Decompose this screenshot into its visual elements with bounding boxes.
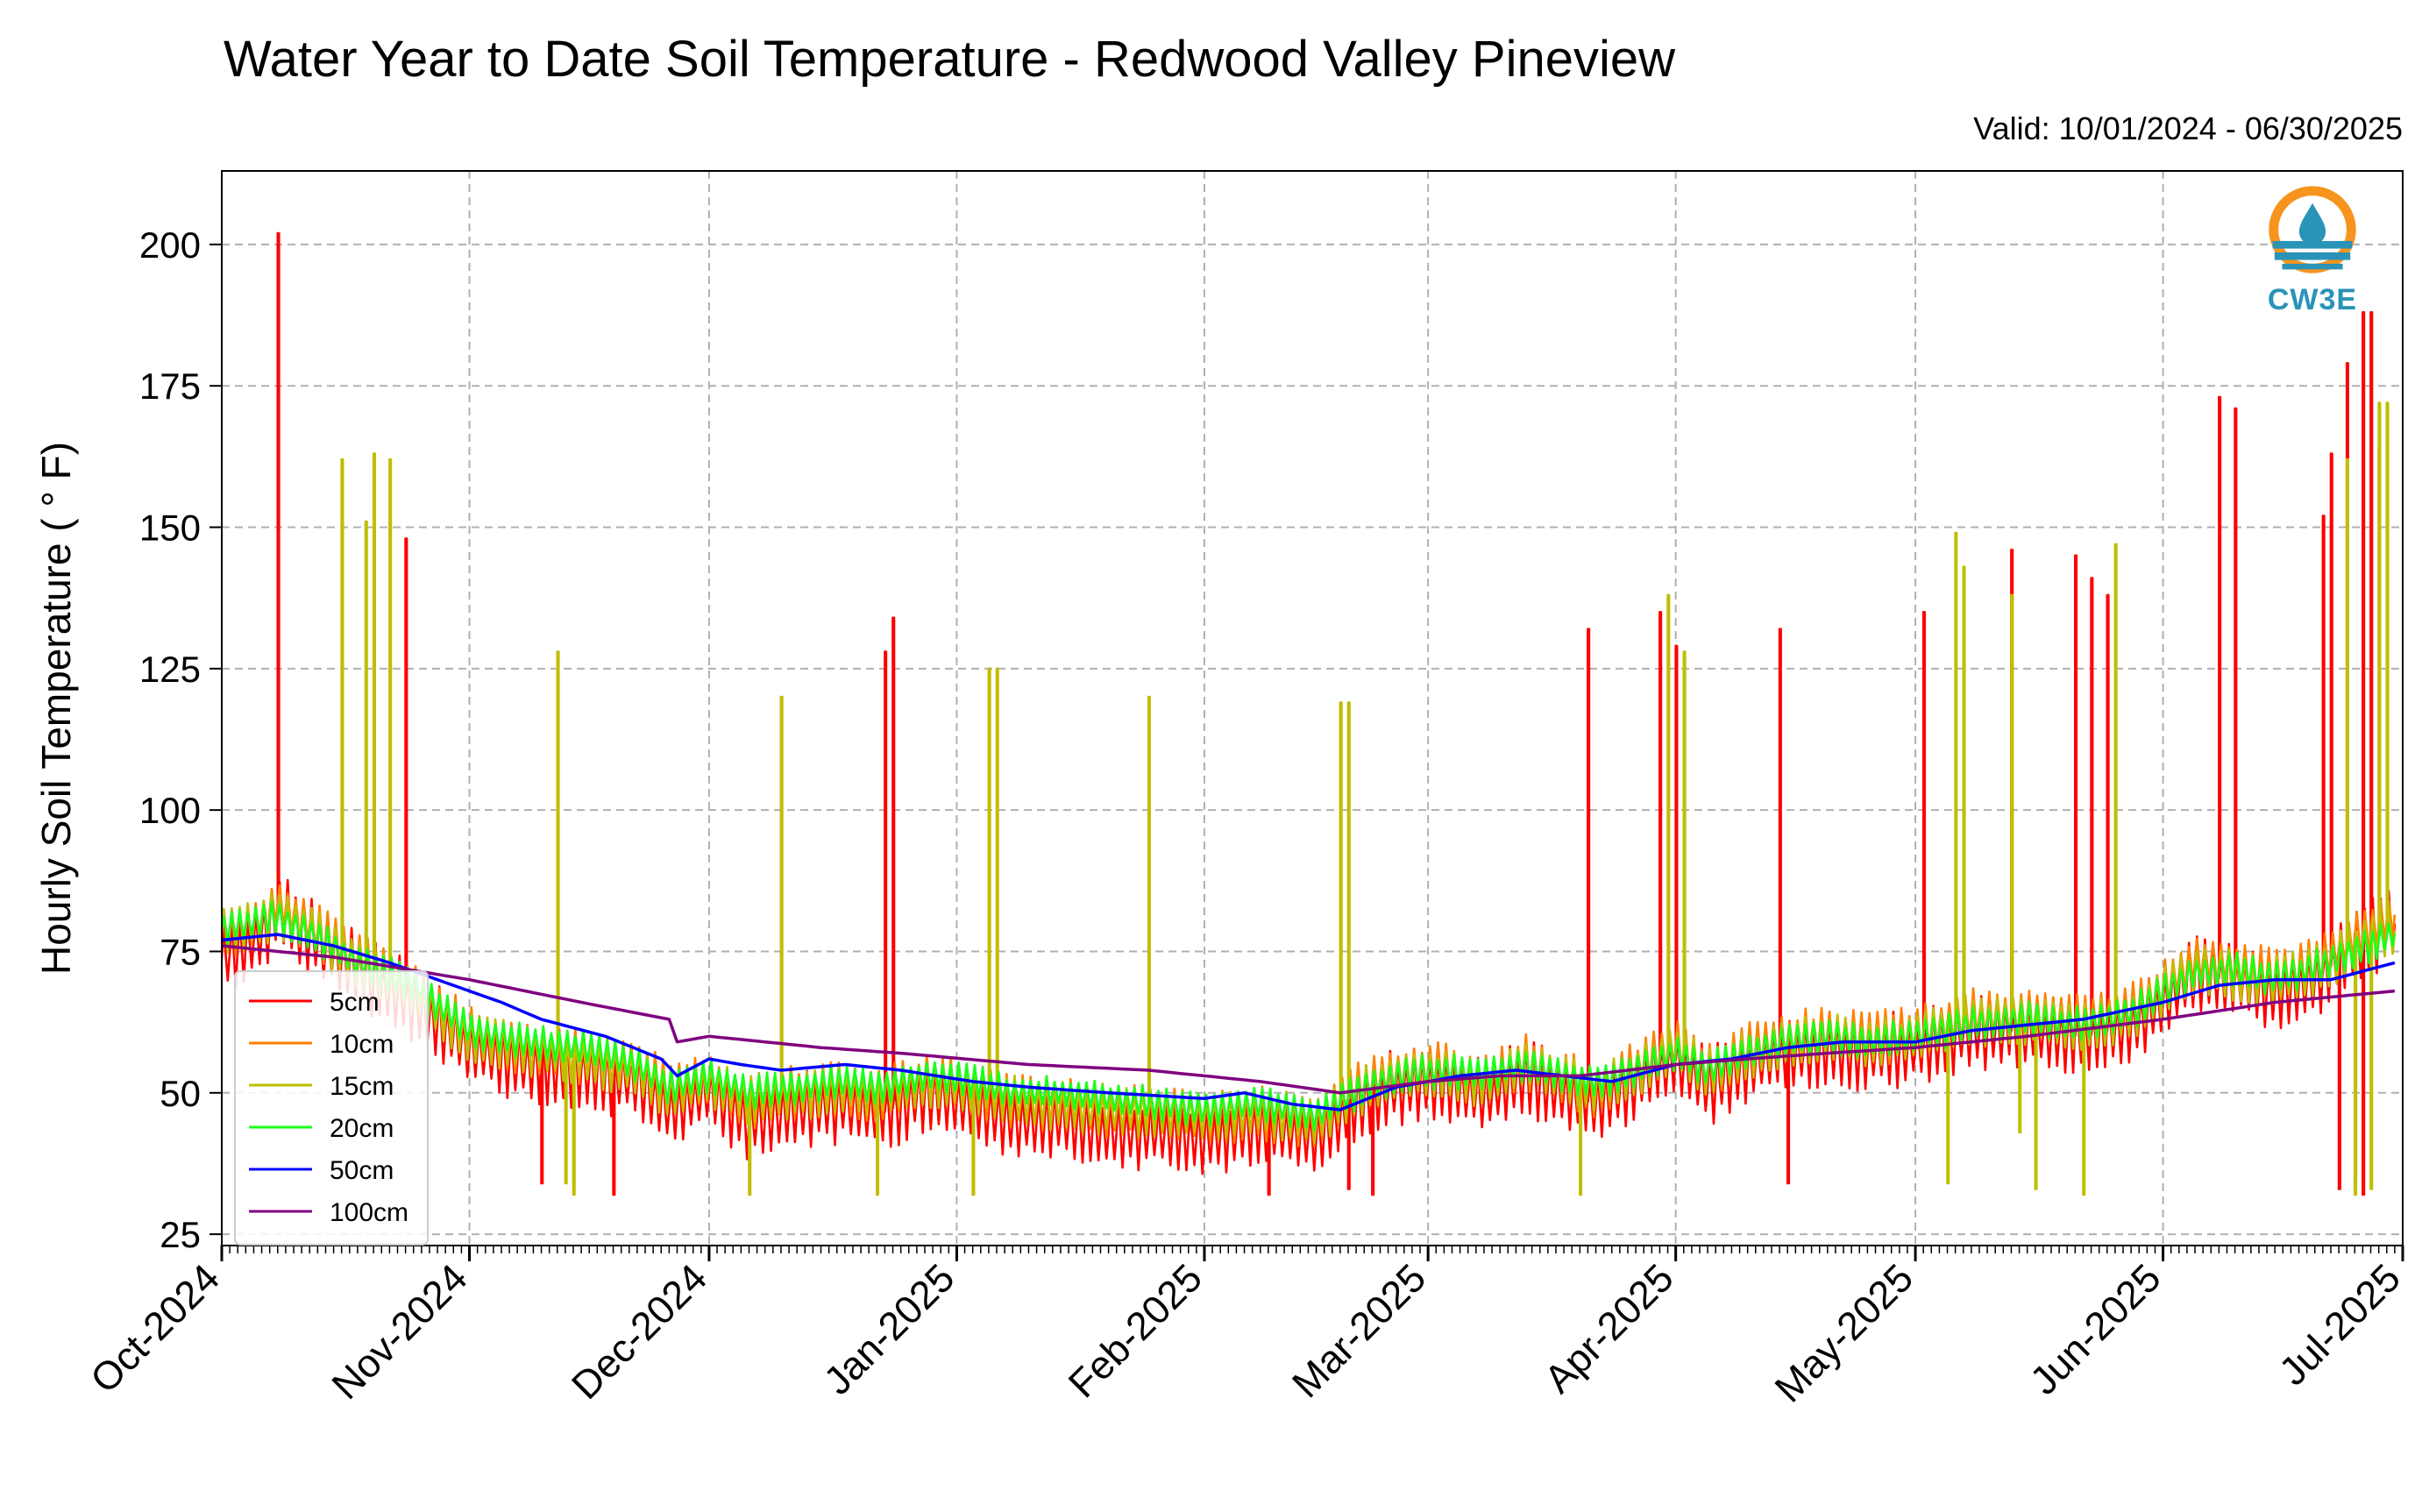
valid-date-range: Valid: 10/01/2024 - 06/30/2025 bbox=[1973, 110, 2403, 146]
x-tick-label: May-2025 bbox=[1766, 1255, 1922, 1411]
x-tick-label: Jul-2025 bbox=[2270, 1255, 2409, 1394]
chart-title: Water Year to Date Soil Temperature - Re… bbox=[224, 31, 1676, 88]
y-tick-label: 200 bbox=[139, 224, 201, 266]
x-tick-label: Nov-2024 bbox=[323, 1255, 476, 1408]
series-line-100cm bbox=[222, 944, 2396, 1095]
legend-label: 15cm bbox=[330, 1072, 394, 1101]
y-tick-label: 25 bbox=[160, 1214, 201, 1255]
y-tick-label: 125 bbox=[139, 649, 201, 690]
x-tick-label: Oct-2024 bbox=[82, 1255, 228, 1402]
cw3e-water-drop-logo-icon bbox=[2269, 186, 2356, 273]
legend-box bbox=[234, 970, 429, 1246]
y-axis-label: Hourly Soil Temperature ( ° F) bbox=[33, 442, 79, 975]
legend-label: 10cm bbox=[330, 1030, 394, 1059]
series-lines bbox=[222, 231, 2397, 1196]
series-line-20cm bbox=[222, 900, 2397, 1132]
x-tick-label: Mar-2025 bbox=[1283, 1255, 1434, 1406]
legend: 5cm 10cm 15cm 20cm 50cm 100cm bbox=[234, 970, 429, 1246]
cw3e-logo: CW3E bbox=[2260, 182, 2365, 317]
x-tick-label: Apr-2025 bbox=[1536, 1255, 1682, 1402]
x-tick-label: Dec-2024 bbox=[563, 1255, 715, 1408]
x-tick-label: Jun-2025 bbox=[2021, 1255, 2170, 1403]
y-tick-label: 175 bbox=[139, 366, 201, 407]
legend-label: 20cm bbox=[330, 1114, 394, 1143]
plot-frame bbox=[221, 170, 2404, 1246]
x-tick-label: Jan-2025 bbox=[815, 1255, 963, 1403]
y-tick-label: 50 bbox=[160, 1073, 201, 1114]
axis-ticks: 25 50 75 100 125 150 175 200 Oct-2024 Nov-2024 Dec… bbox=[82, 224, 2409, 1411]
x-tick-label: Feb-2025 bbox=[1060, 1255, 1211, 1406]
logo-text: CW3E bbox=[2267, 283, 2358, 316]
series-line-50cm bbox=[222, 933, 2396, 1111]
legend-label: 50cm bbox=[330, 1156, 394, 1185]
series-line-15cm bbox=[222, 401, 2397, 1196]
legend-label: 5cm bbox=[330, 988, 380, 1017]
legend-label: 100cm bbox=[330, 1198, 408, 1227]
y-tick-label: 100 bbox=[139, 790, 201, 831]
y-tick-label: 75 bbox=[160, 931, 201, 972]
y-tick-label: 150 bbox=[139, 508, 201, 549]
